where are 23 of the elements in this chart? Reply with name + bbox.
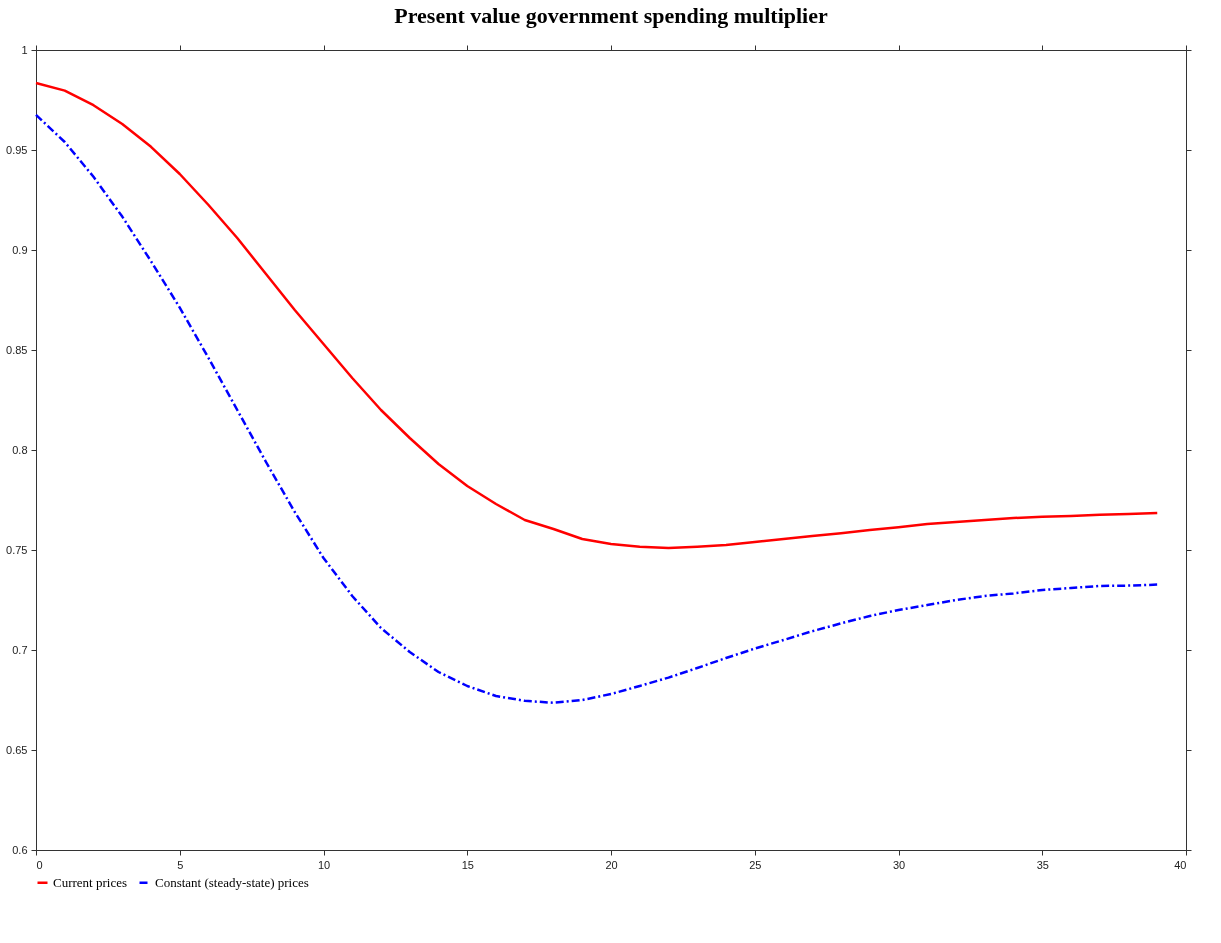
x-tick-label: 40 <box>1174 858 1187 871</box>
x-tick-label: 15 <box>461 858 474 871</box>
y-tick-label: 0.6 <box>12 843 28 856</box>
x-tick-label: 10 <box>317 858 331 871</box>
y-tick-label: 0.65 <box>6 743 28 756</box>
y-tick-label: 0.95 <box>6 143 28 156</box>
y-tick-label: 0.75 <box>6 543 28 556</box>
legend-label: Current prices <box>53 874 128 890</box>
line-series <box>34 81 1159 550</box>
y-tick-label: 1 <box>21 43 28 56</box>
x-tick-label: 0 <box>36 858 43 871</box>
x-tick-label: 35 <box>1036 858 1049 871</box>
chart-title: Present value government spending multiplier <box>394 3 828 28</box>
x-tick-label: 20 <box>605 858 618 871</box>
y-tick-label: 0.85 <box>6 343 28 356</box>
legend-label: Constant (steady-state) prices <box>155 874 309 890</box>
line-series <box>34 113 1159 705</box>
y-tick-label: 0.8 <box>12 443 28 456</box>
y-tick-label: 0.7 <box>12 643 28 656</box>
x-tick-label: 5 <box>177 858 184 871</box>
y-tick-label: 0.9 <box>12 243 28 256</box>
x-tick-label: 25 <box>749 858 762 871</box>
x-tick-label: 30 <box>892 858 906 871</box>
